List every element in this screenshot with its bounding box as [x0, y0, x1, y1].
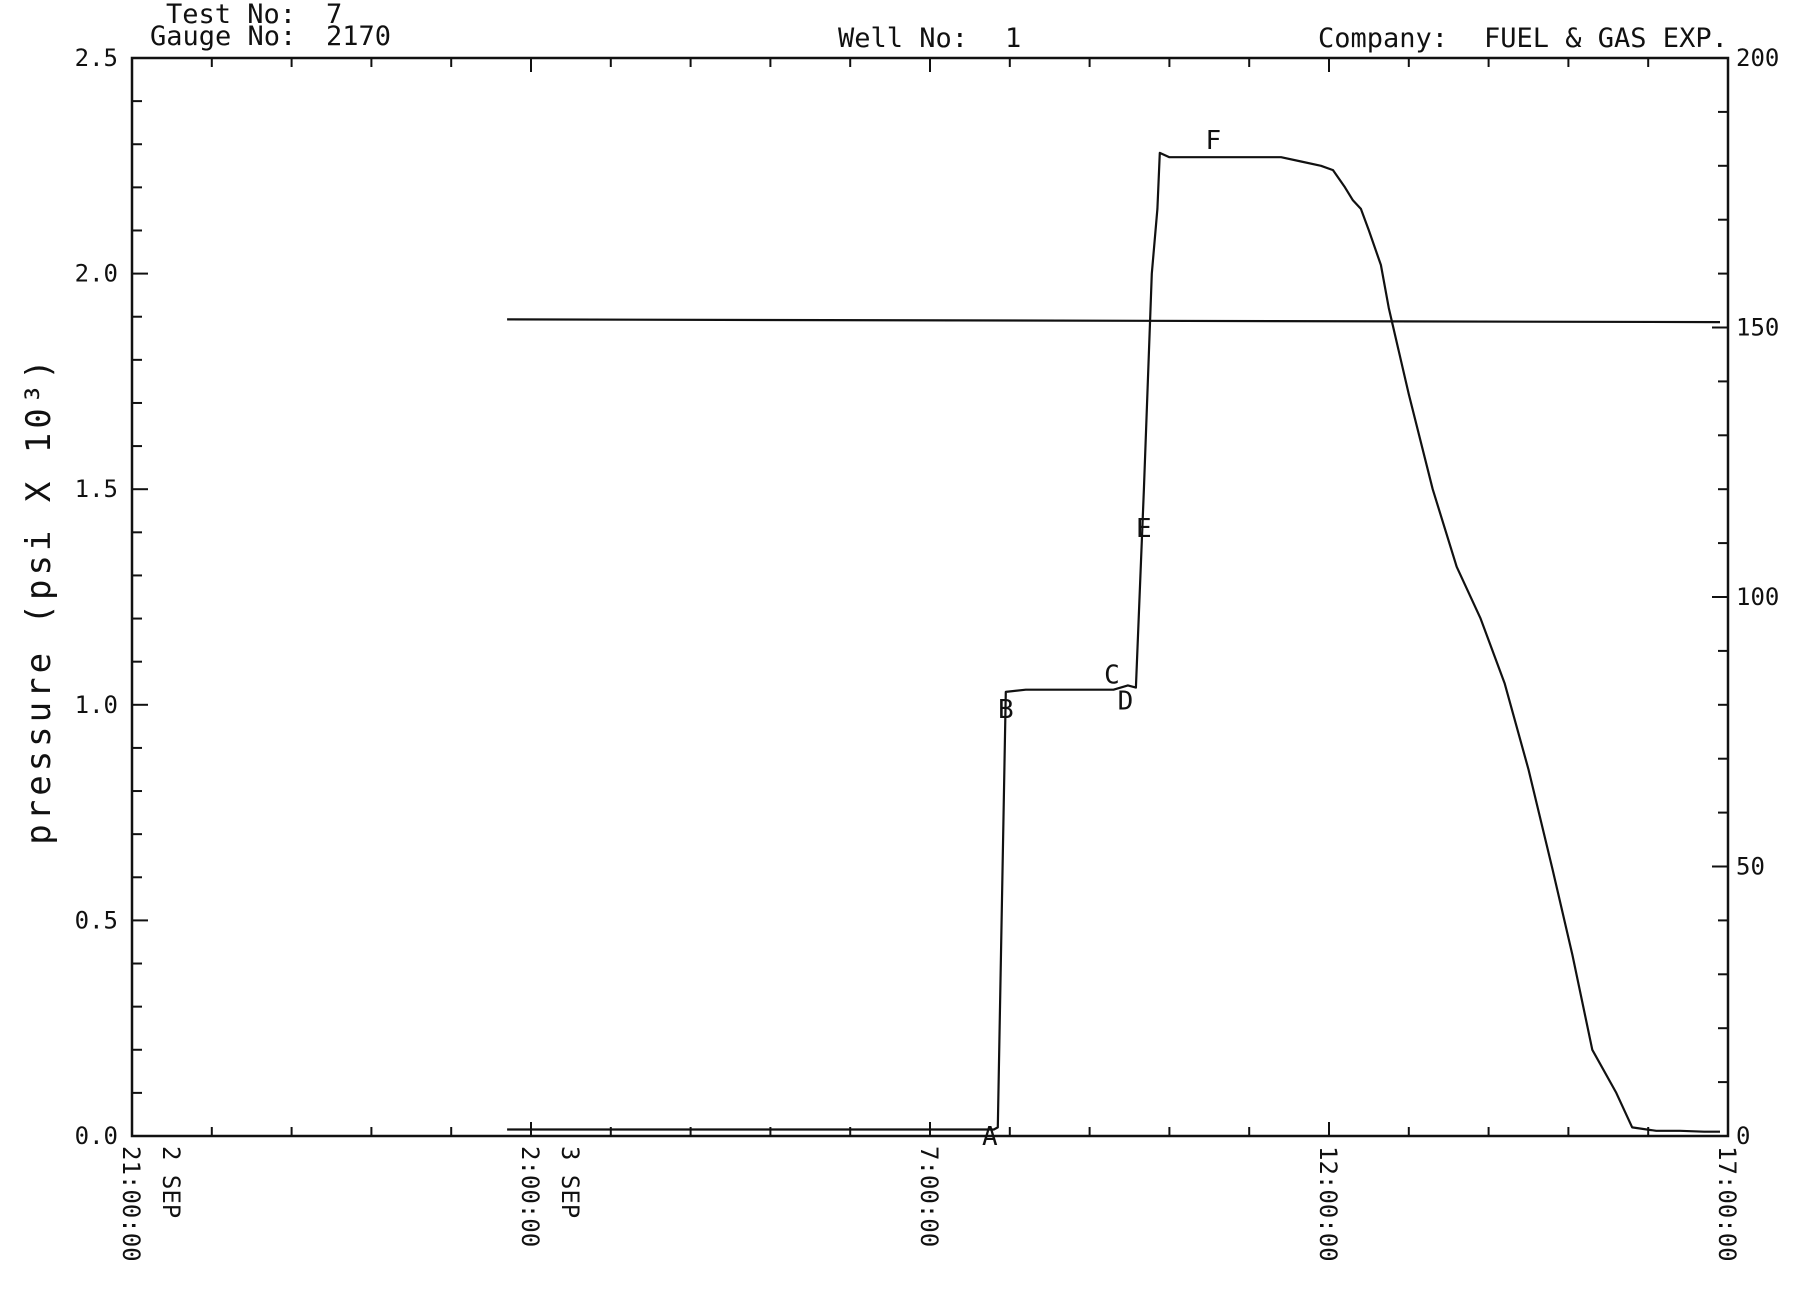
y-tick-label: 2.0 — [75, 260, 118, 288]
company-label: Company: — [1318, 23, 1448, 54]
gauge-no-value: 2170 — [326, 21, 391, 52]
marker-f: F — [1205, 126, 1221, 156]
marker-b: B — [998, 695, 1014, 725]
gauge-no-label: Gauge No: — [150, 21, 296, 52]
marker-d: D — [1118, 686, 1134, 716]
marker-e: E — [1136, 514, 1152, 544]
marker-a: A — [982, 1122, 998, 1152]
chart-header: Test No: 7 Gauge No: 2170 Well No: 1 Com… — [150, 0, 1728, 54]
company-value: FUEL & GAS EXP. — [1484, 23, 1728, 54]
test-no-label: Test No: — [166, 0, 296, 30]
y-tick-label: 0.5 — [75, 906, 118, 934]
x-tick-label: 21:00:00 — [117, 1146, 145, 1262]
y-tick-label: 1.0 — [75, 691, 118, 719]
well-no-label: Well No: — [838, 23, 968, 54]
x-tick-label: 17:00:00 — [1713, 1146, 1741, 1262]
x-tick-label: 12:00:00 — [1314, 1146, 1342, 1262]
well-no-value: 1 — [1005, 23, 1021, 54]
temperature-series-line — [507, 318, 1721, 324]
pressure-series-line — [507, 151, 1720, 1133]
y-tick-label: 0.0 — [75, 1122, 118, 1150]
marker-c: C — [1104, 661, 1120, 691]
test-no-value: 7 — [326, 0, 342, 30]
plot-frame — [130, 56, 1730, 1138]
x-tick-date-label: 2 SEP — [157, 1146, 185, 1218]
event-markers: A B CD E F — [982, 126, 1221, 1152]
y-axis-label: pressure (psi X 10³) — [19, 355, 59, 844]
y2-tick-label: 50 — [1736, 853, 1765, 881]
axis-ticks — [131, 57, 1729, 1137]
y2-tick-label: 200 — [1736, 44, 1779, 72]
y2-tick-label: 150 — [1736, 314, 1779, 342]
tick-labels: 0.0 0.5 1.0 1.5 2.0 2.5 0 50 100 150 200 21:00:00 2 … — [75, 44, 1780, 1262]
x-tick-date-label: 3 SEP — [556, 1146, 584, 1218]
y2-tick-label: 100 — [1736, 583, 1779, 611]
x-tick-label: 2:00:00 — [516, 1146, 544, 1247]
y-tick-label: 2.5 — [75, 44, 118, 72]
y-tick-label: 1.5 — [75, 475, 118, 503]
series-layer — [507, 151, 1721, 1133]
y2-tick-label: 0 — [1736, 1122, 1750, 1150]
x-tick-label: 7:00:00 — [915, 1146, 943, 1247]
